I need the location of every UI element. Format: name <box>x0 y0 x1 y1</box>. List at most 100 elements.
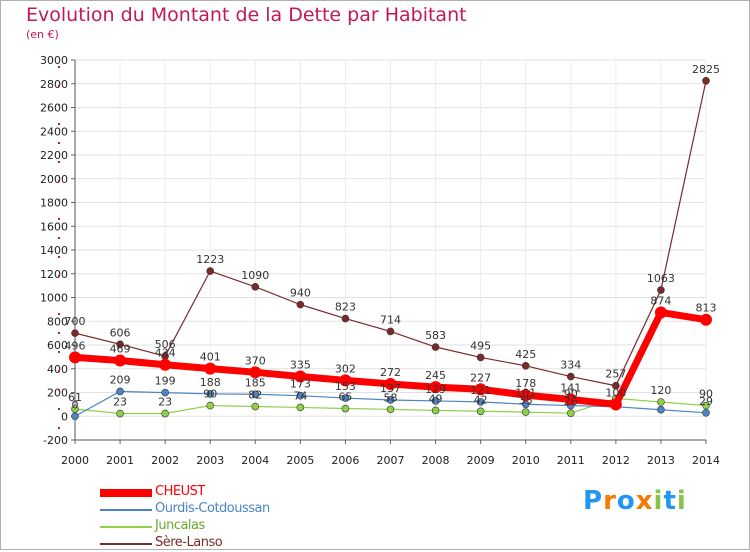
x-tick-label: 2001 <box>106 454 134 467</box>
axis-decoration <box>58 85 60 87</box>
y-tick-label: 1800 <box>40 197 68 210</box>
data-point <box>206 267 215 275</box>
data-point <box>294 370 307 383</box>
data-point <box>159 358 172 371</box>
data-point <box>654 306 667 319</box>
data-label: 199 <box>155 375 176 388</box>
legend-label: Juncalas <box>155 518 205 533</box>
y-tick-label: 1200 <box>40 268 68 281</box>
data-label: 26 <box>564 395 578 408</box>
data-point <box>339 374 352 387</box>
data-point <box>386 327 395 336</box>
data-label: 495 <box>470 339 491 352</box>
x-tick-label: 2003 <box>196 454 224 467</box>
data-label: 61 <box>68 391 82 404</box>
data-point <box>657 405 665 414</box>
data-label: 334 <box>560 359 581 372</box>
data-point <box>71 329 79 337</box>
axis-decoration <box>58 104 60 106</box>
data-label: 0 <box>72 398 79 411</box>
data-label: 700 <box>65 315 86 328</box>
data-point <box>251 283 260 291</box>
data-point <box>476 398 485 406</box>
x-tick-label: 2013 <box>647 454 675 467</box>
data-point <box>702 76 710 85</box>
data-point <box>609 398 622 411</box>
data-point <box>206 401 215 410</box>
data-label: 90 <box>699 388 713 401</box>
data-label: 153 <box>335 380 356 393</box>
data-point <box>341 404 350 413</box>
data-label: 129 <box>425 383 446 396</box>
x-tick-label: 2009 <box>467 454 495 467</box>
data-label: 425 <box>515 348 536 361</box>
legend-swatch <box>100 526 152 528</box>
data-point <box>161 409 169 418</box>
data-point <box>519 389 532 402</box>
data-point <box>249 366 262 379</box>
data-point <box>476 407 485 416</box>
data-label: 469 <box>110 343 131 356</box>
data-point <box>386 396 395 404</box>
data-point <box>161 388 169 397</box>
data-point <box>566 372 575 381</box>
axis-decoration <box>58 142 60 144</box>
data-label: 434 <box>155 347 176 360</box>
data-point <box>566 409 575 417</box>
data-point <box>386 405 395 414</box>
data-label: 370 <box>245 354 266 367</box>
data-point <box>700 313 712 326</box>
data-label: 813 <box>696 302 717 315</box>
data-label: 606 <box>110 326 131 339</box>
data-label: 23 <box>113 396 127 409</box>
data-point <box>116 409 124 418</box>
data-label: 101 <box>515 386 536 399</box>
y-tick-label: 3000 <box>40 54 68 67</box>
axis-decoration <box>58 218 60 220</box>
x-tick-label: 2006 <box>331 454 359 467</box>
data-label: 506 <box>155 338 176 351</box>
axis-decoration <box>58 161 60 163</box>
proxiti-logo: Proxiti <box>583 486 687 516</box>
x-tick-label: 2000 <box>61 454 89 467</box>
data-label: 188 <box>200 376 221 389</box>
data-point <box>251 402 260 411</box>
data-label: 272 <box>380 366 401 379</box>
axis-decoration <box>58 256 60 258</box>
axis-decoration <box>58 370 60 372</box>
legend-label: Sère-Lanso <box>155 535 223 550</box>
data-point <box>521 361 530 370</box>
data-label: 173 <box>290 378 311 391</box>
axis-decoration <box>58 237 60 239</box>
data-label: 940 <box>290 287 311 300</box>
data-point <box>474 383 487 396</box>
data-point <box>206 390 215 398</box>
data-point <box>296 300 305 309</box>
axis-decoration <box>58 294 60 296</box>
y-tick-label: 400 <box>47 363 68 376</box>
data-point <box>341 394 350 402</box>
y-tick-label: 2000 <box>40 173 68 186</box>
legend-swatch <box>100 489 152 497</box>
data-label: 1090 <box>241 269 269 282</box>
x-tick-label: 2002 <box>151 454 179 467</box>
data-point <box>71 412 79 421</box>
data-label: 209 <box>110 373 131 386</box>
data-label: 401 <box>200 351 221 364</box>
axis-decoration <box>58 332 60 334</box>
data-point <box>657 286 665 294</box>
y-tick-label: 2600 <box>40 102 68 115</box>
data-label: 185 <box>245 376 266 389</box>
axis-decoration <box>58 313 60 315</box>
y-tick-label: 200 <box>47 387 68 400</box>
legend-swatch <box>100 509 152 511</box>
data-point <box>116 340 124 349</box>
data-point <box>431 397 440 405</box>
data-point <box>657 398 665 406</box>
data-point <box>521 408 530 416</box>
data-label: 90 <box>564 388 578 401</box>
data-point <box>429 381 442 394</box>
axis-decoration <box>58 180 60 182</box>
data-label: 49 <box>429 392 443 405</box>
data-label: 178 <box>515 377 536 390</box>
